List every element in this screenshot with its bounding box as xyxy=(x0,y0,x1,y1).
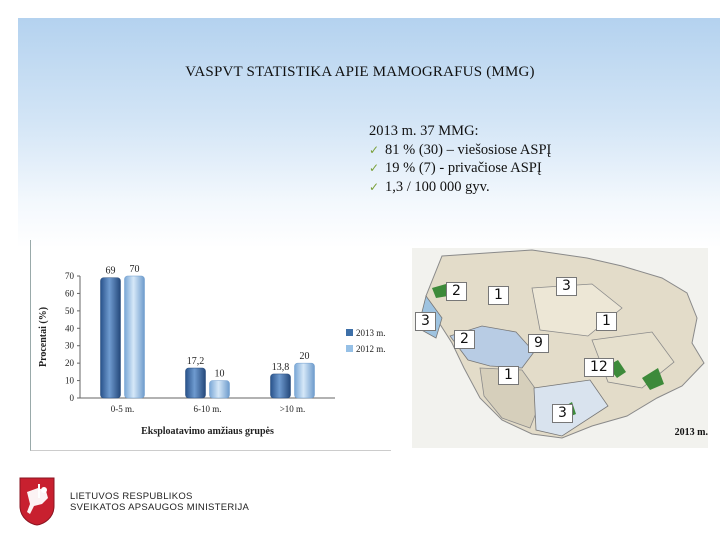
map-label: 9 xyxy=(528,334,549,353)
slide-title: VASPVT STATISTIKA APIE MAMOGRAFUS (MMG) xyxy=(185,64,535,80)
bar-value-label: 70 xyxy=(130,264,140,275)
bar-value-label: 69 xyxy=(106,266,116,277)
forest-patch xyxy=(642,368,664,390)
bar xyxy=(100,277,121,399)
bar xyxy=(185,367,206,399)
bar-value-label: 17,2 xyxy=(187,356,205,367)
map-label: 12 xyxy=(584,358,614,377)
y-tick-label: 30 xyxy=(65,341,75,351)
map-label: 3 xyxy=(556,277,577,296)
summary-bullet: ✓ 81 % (30) – viešosiose ASPĮ xyxy=(369,141,551,160)
summary-bullet: ✓ 1,3 / 100 000 gyv. xyxy=(369,178,551,197)
header-background xyxy=(18,18,720,248)
x-axis-title: Eksploatavimo amžiaus grupės xyxy=(141,426,274,437)
age-group-chart: 0 10 20 30 40 50 60 70 Procentai (%) 69 70 0-5 m. 17… xyxy=(30,240,395,452)
bar-value-label: 20 xyxy=(300,351,310,362)
legend-label: 2013 m. xyxy=(356,328,386,338)
summary-bullet: ✓ 19 % (7) - privačiose ASPĮ xyxy=(369,159,551,178)
map-year-label: 2013 m. xyxy=(674,427,708,438)
bar-value-label: 10 xyxy=(215,369,225,380)
ministry-line: LIETUVOS RESPUBLIKOS xyxy=(70,491,193,502)
chart-frame xyxy=(30,240,391,451)
mmg-summary: 2013 m. 37 MMG: ✓ 81 % (30) – viešosiose … xyxy=(369,122,551,196)
bar xyxy=(124,275,145,399)
map-label: 1 xyxy=(488,286,509,305)
lithuania-map: 2 1 3 3 1 2 9 12 1 3 2013 m. xyxy=(412,248,708,448)
bar xyxy=(270,373,291,399)
y-tick-label: 60 xyxy=(65,288,75,298)
legend-label: 2012 m. xyxy=(356,344,386,354)
bullet-text: 81 % (30) – viešosiose ASPĮ xyxy=(385,141,552,158)
region-marijampole xyxy=(479,367,543,429)
bar-chart: 0 10 20 30 40 50 60 70 Procentai (%) 69 70 0-5 m. 17… xyxy=(38,264,386,437)
summary-heading: 2013 m. 37 MMG: xyxy=(369,123,479,139)
bar-value-label: 13,8 xyxy=(272,362,290,373)
x-tick-label: >10 m. xyxy=(280,404,306,414)
bullet-text: 1,3 / 100 000 gyv. xyxy=(385,178,490,195)
y-tick-label: 50 xyxy=(65,306,75,316)
map-label: 3 xyxy=(415,312,436,331)
y-tick-label: 0 xyxy=(70,393,75,403)
y-axis-title: Procentai (%) xyxy=(38,307,49,367)
map-label: 1 xyxy=(596,312,617,331)
ministry-line: SVEIKATOS APSAUGOS MINISTERIJA xyxy=(70,501,250,513)
x-tick-label: 0-5 m. xyxy=(111,404,135,414)
ministry-name: LIETUVOS RESPUBLIKOS SVEIKATOS APSAUGOS … xyxy=(70,491,250,513)
y-tick-label: 20 xyxy=(65,358,75,368)
y-tick-label: 40 xyxy=(65,323,75,333)
check-icon: ✓ xyxy=(369,179,380,194)
map-label: 2 xyxy=(446,282,467,301)
bar xyxy=(294,362,315,399)
check-icon: ✓ xyxy=(369,161,380,175)
coat-of-arms-icon xyxy=(19,477,55,526)
legend-swatch xyxy=(346,345,353,352)
legend-swatch xyxy=(346,329,353,336)
map-label: 2 xyxy=(454,330,475,349)
y-tick-label: 10 xyxy=(65,376,75,386)
check-icon: ✓ xyxy=(369,142,380,157)
map-label: 1 xyxy=(498,366,519,385)
map-label: 3 xyxy=(552,404,573,423)
forest-patch xyxy=(432,284,448,298)
x-tick-label: 6-10 m. xyxy=(194,404,222,414)
bullet-text: 19 % (7) - privačiose ASPĮ xyxy=(385,160,542,176)
bar xyxy=(209,380,230,399)
y-tick-label: 70 xyxy=(65,271,75,281)
